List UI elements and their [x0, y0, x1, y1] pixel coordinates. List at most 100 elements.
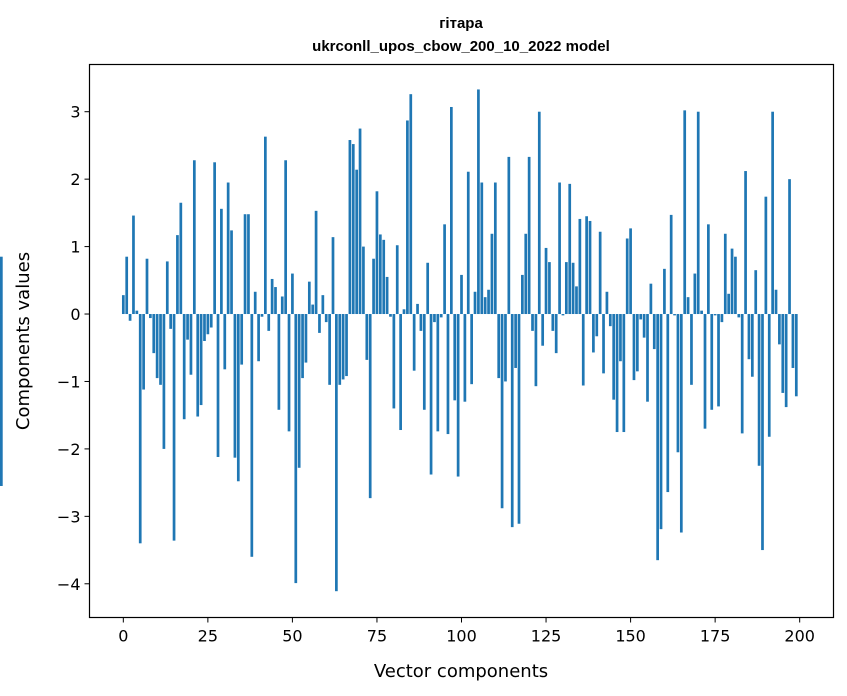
bar: [605, 291, 609, 315]
bar: [764, 196, 768, 315]
bar: [581, 314, 585, 386]
y-tick-label: −2: [57, 440, 81, 459]
bar: [284, 160, 287, 315]
x-tick-label: 150: [615, 627, 646, 646]
bar: [642, 314, 646, 338]
bar: [629, 228, 632, 315]
bar: [348, 140, 352, 315]
bar: [659, 314, 663, 530]
bar: [554, 314, 558, 354]
bar: [690, 314, 693, 385]
bar: [335, 314, 338, 592]
bar: [152, 314, 156, 354]
bar: [162, 314, 166, 449]
bar: [358, 128, 362, 315]
bar: [311, 304, 315, 315]
bar: [145, 258, 149, 315]
bar: [632, 314, 636, 381]
y-tick-label: 3: [70, 103, 80, 122]
bar: [422, 314, 426, 410]
bar: [531, 314, 534, 331]
bar: [176, 235, 179, 315]
bar: [277, 314, 281, 410]
bar: [720, 314, 724, 323]
bar: [280, 296, 284, 315]
bar: [372, 258, 375, 315]
bar: [0, 256, 3, 315]
bar: [602, 314, 605, 374]
bar: [791, 314, 795, 368]
bar: [707, 224, 710, 315]
bar: [456, 314, 460, 477]
bar: [500, 314, 504, 509]
bar: [767, 314, 771, 437]
x-tick-label: 0: [118, 627, 128, 646]
bar: [656, 314, 659, 561]
bar: [264, 136, 267, 315]
y-axis-label: Components values: [13, 252, 34, 430]
bar: [203, 314, 206, 341]
bar: [240, 314, 244, 365]
bar: [318, 314, 321, 333]
bar: [314, 210, 318, 315]
x-tick-label: 175: [700, 627, 731, 646]
bar: [402, 309, 406, 315]
bar: [544, 247, 548, 315]
bar: [199, 314, 203, 406]
bar: [592, 314, 595, 353]
bar: [517, 314, 521, 524]
bar: [558, 182, 561, 315]
bar: [710, 314, 714, 410]
bar: [206, 314, 210, 335]
bars: [0, 89, 798, 592]
bar: [652, 314, 656, 350]
bar: [788, 179, 791, 315]
bar: [142, 314, 145, 390]
bar: [392, 314, 396, 409]
bar: [182, 314, 186, 420]
bar: [257, 314, 260, 362]
bar: [121, 295, 125, 315]
bar: [355, 169, 359, 315]
bar: [406, 120, 409, 315]
bar: [646, 314, 649, 402]
bar: [585, 216, 588, 315]
bar: [636, 314, 639, 372]
bar: [493, 182, 497, 315]
bar: [470, 314, 473, 385]
chart-subtitle: ukrconll_upos_cbow_200_10_2022 model: [312, 38, 610, 55]
y-tick-label: 1: [70, 238, 80, 257]
bar: [419, 314, 423, 331]
x-axis-label: Vector components: [374, 661, 548, 682]
bar: [341, 314, 345, 380]
bar: [598, 231, 602, 315]
bar: [696, 111, 700, 315]
bar: [375, 191, 379, 315]
bar: [230, 230, 233, 315]
x-tick-label: 100: [446, 627, 477, 646]
bar: [521, 274, 524, 315]
bar: [534, 314, 538, 387]
bar: [294, 314, 298, 584]
bar: [128, 314, 132, 321]
bar: [747, 314, 751, 360]
bar: [220, 208, 223, 315]
bar: [608, 314, 612, 327]
x-tick-label: 50: [282, 627, 302, 646]
bar: [561, 314, 565, 316]
y-axis-ticks: −4 −3 −2 −1 0 1 2 3: [57, 103, 90, 594]
bar: [169, 314, 173, 329]
bar: [307, 281, 311, 315]
bar: [649, 283, 653, 315]
bar: [750, 314, 754, 377]
bar: [453, 314, 457, 401]
bar: [365, 314, 369, 360]
bar: [297, 314, 301, 468]
bar: [426, 262, 430, 315]
bar: [338, 314, 342, 385]
bar: [149, 314, 152, 319]
bar: [345, 314, 348, 377]
bar: [209, 314, 213, 328]
bar: [172, 314, 176, 541]
bar: [159, 314, 162, 385]
